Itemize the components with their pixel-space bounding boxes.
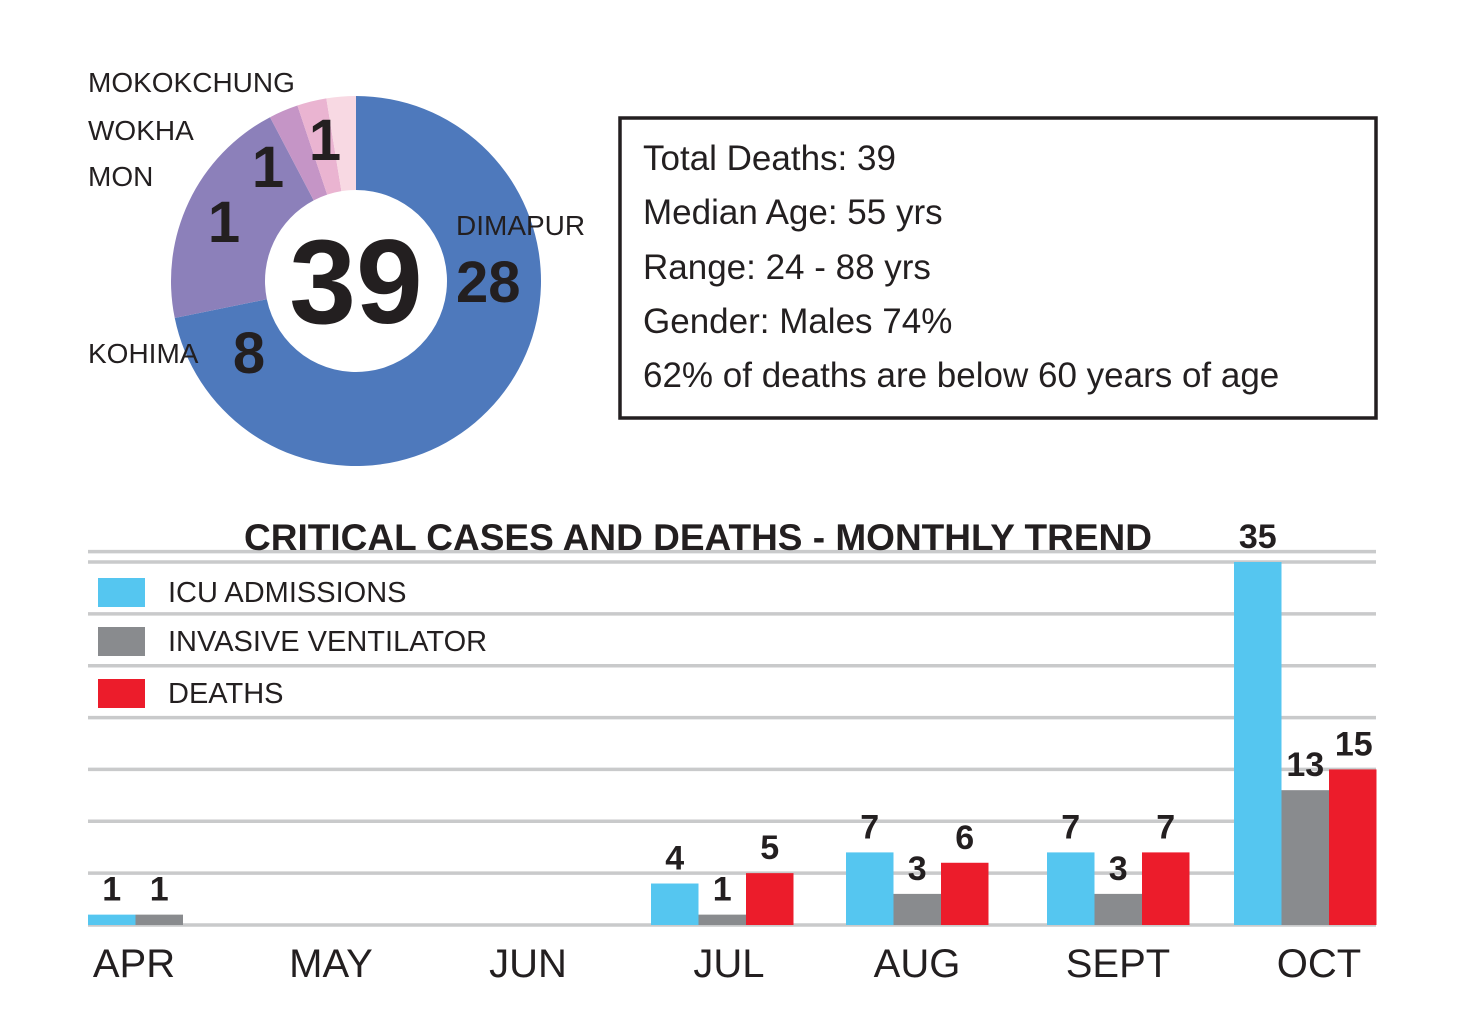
donut-slice-wokha [297, 98, 342, 195]
month-axis: APR MAY JUN JUL AUG SEPT OCT [93, 942, 1361, 986]
legend-swatch-invasive-ventilator [98, 627, 145, 656]
donut-slice-mokokchung [326, 96, 356, 192]
month-label-apr: APR [93, 942, 175, 986]
bar-apr-invasive-ventilator [135, 914, 183, 925]
bar-oct-icu-admissions [1234, 562, 1282, 925]
summary-line-total: Total Deaths: 39 [643, 139, 896, 178]
legend-label-icu-admissions: ICU ADMISSIONS [168, 577, 407, 609]
legend-swatch-icu-admissions [98, 578, 145, 607]
bar-oct-deaths [1329, 769, 1377, 925]
slice-value-mon: 1 [208, 190, 240, 255]
month-label-may: MAY [289, 942, 373, 986]
bar-chart-title: CRITICAL CASES AND DEATHS - MONTHLY TREN… [244, 517, 1152, 558]
district-label-mon: MON [88, 161, 153, 192]
bar-value-sept-deaths: 7 [1156, 808, 1175, 846]
bar-sept-icu-admissions [1047, 852, 1095, 925]
month-label-jun: JUN [489, 942, 567, 986]
bar-jul-deaths [746, 873, 794, 925]
bar-aug-invasive-ventilator [893, 893, 941, 925]
bar-jul-icu-admissions [651, 883, 699, 925]
district-label-mokokchung: MOKOKCHUNG [88, 67, 295, 98]
donut-slice-kohima [171, 117, 314, 319]
bar-apr-icu-admissions [88, 914, 136, 925]
summary-box [618, 116, 1378, 420]
bar-aug-icu-admissions [846, 852, 894, 925]
bar-legend: ICU ADMISSIONS INVASIVE VENTILATOR DEATHS [98, 577, 487, 710]
donut-slice-dimapur [174, 96, 541, 466]
legend-swatch-deaths [98, 679, 145, 708]
summary-line-gender: Gender: Males 74% [643, 302, 952, 341]
donut-slice-mon [270, 105, 328, 201]
bar-value-apr-icu-admissions: 1 [102, 871, 121, 909]
slice-value-wokha: 1 [252, 135, 284, 200]
month-label-sept: SEPT [1066, 942, 1170, 986]
bar-value-apr-invasive-ventilator: 1 [150, 871, 169, 909]
legend-label-invasive-ventilator: INVASIVE VENTILATOR [168, 626, 487, 658]
bar-sept-invasive-ventilator [1094, 893, 1142, 925]
district-label-dimapur: DIMAPUR [456, 210, 585, 241]
bar-value-oct-invasive-ventilator: 13 [1286, 746, 1324, 784]
summary-line-median: Median Age: 55 yrs [643, 193, 943, 232]
district-deaths-donut: DIMAPUR 28 KOHIMA 8 MON 1 WOKHA 1 MOKOKCHUNG 1 [88, 67, 585, 466]
bar-value-jul-icu-admissions: 4 [665, 840, 684, 878]
bar-value-aug-deaths: 6 [955, 819, 974, 857]
bar-value-jul-invasive-ventilator: 1 [713, 871, 732, 909]
bar-value-aug-invasive-ventilator: 3 [908, 850, 927, 888]
month-label-jul: JUL [693, 942, 764, 986]
summary-line-range: Range: 24 - 88 yrs [643, 248, 931, 287]
slice-value-kohima: 8 [233, 321, 265, 386]
bar-value-aug-icu-admissions: 7 [860, 808, 879, 846]
bar-jul-invasive-ventilator [698, 914, 746, 925]
bar-gridlines [88, 549, 1376, 927]
district-label-kohima: KOHIMA [88, 338, 199, 369]
bar-sept-deaths [1142, 852, 1190, 925]
center-total: 39 [289, 215, 422, 349]
legend-label-deaths: DEATHS [168, 678, 283, 710]
bar-aug-deaths [941, 862, 989, 925]
slice-value-mokokchung: 1 [309, 108, 341, 173]
slice-value-dimapur: 28 [456, 250, 521, 315]
bar-value-sept-icu-admissions: 7 [1061, 808, 1080, 846]
district-label-wokha: WOKHA [88, 115, 194, 146]
month-label-oct: OCT [1277, 942, 1361, 986]
bar-value-oct-deaths: 15 [1335, 725, 1373, 763]
bar-oct-invasive-ventilator [1281, 790, 1329, 925]
bar-value-jul-deaths: 5 [760, 829, 779, 867]
summary-line-under60: 62% of deaths are below 60 years of age [643, 356, 1279, 395]
month-label-aug: AUG [874, 942, 961, 986]
bar-value-sept-invasive-ventilator: 3 [1109, 850, 1128, 888]
bar-value-oct-icu-admissions: 35 [1239, 518, 1277, 556]
